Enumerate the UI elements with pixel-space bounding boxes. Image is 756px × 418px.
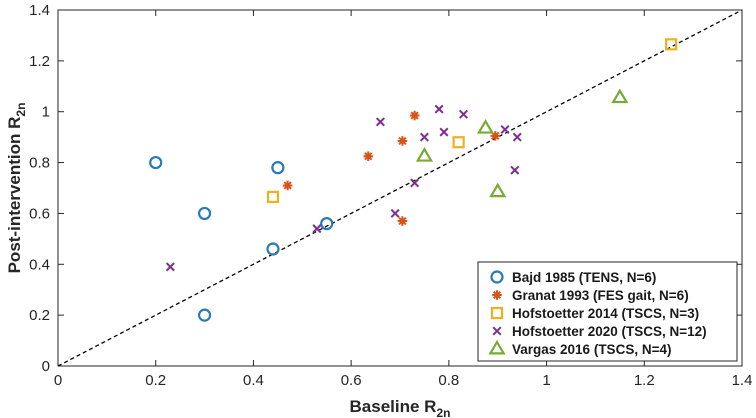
data-marks-layer [149, 38, 678, 322]
data-point-asterisk [363, 151, 374, 162]
data-point-x [434, 104, 444, 114]
axes-box [57, 9, 743, 367]
data-point-circle [149, 155, 163, 170]
legend: Bajd 1985 (TENS, N=6) Granat 1993 (FES g… [477, 261, 738, 362]
legend-marker-triangle [488, 339, 506, 355]
data-point-square [452, 136, 465, 149]
y-tick-label: 1.4 [29, 2, 50, 19]
x-tick-label: 1.4 [732, 372, 753, 389]
data-point-triangle [415, 147, 433, 162]
y-tick-label: 0.4 [29, 256, 50, 273]
x-tick-label: 0.4 [243, 372, 264, 389]
data-point-x [312, 224, 322, 234]
ticks-layer: 0 0.2 0.4 0.6 0.8 1 1.2 1.4 0 0.2 0.4 0.6 0.8 1 1.2 1.4 [29, 2, 752, 389]
legend-label-hofstoetter-2014: Hofstoetter 2014 (TSCS, N=3) [512, 306, 699, 321]
data-point-circle [197, 206, 212, 221]
x-tick-label: 0.2 [145, 372, 166, 389]
x-axis-label-main: Baseline R [350, 397, 437, 416]
identity-reference-line [57, 9, 743, 367]
y-tick-label: 1 [42, 104, 50, 121]
data-point-triangle [489, 182, 507, 198]
x-axis-label: Baseline R2n [350, 397, 451, 418]
legend-label-granat: Granat 1993 (FES gait, N=6) [512, 288, 689, 303]
legend-marker-circle [490, 270, 504, 284]
legend-markers [488, 270, 506, 355]
legend-marker-x [492, 326, 502, 336]
data-point-asterisk [397, 136, 408, 146]
data-point-triangle [476, 119, 495, 134]
data-point-x [439, 127, 449, 137]
data-point-x [390, 208, 400, 218]
legend-label-hofstoetter-2020: Hofstoetter 2020 (TSCS, N=12) [512, 324, 707, 339]
y-tick-label: 0.8 [29, 155, 50, 172]
x-tick-label: 0 [54, 372, 62, 389]
legend-label-bajd: Bajd 1985 (TENS, N=6) [512, 270, 656, 285]
data-point-triangle [611, 88, 629, 104]
data-point-x [510, 165, 520, 175]
y-tick-label: 0 [42, 358, 50, 375]
data-point-asterisk [397, 216, 408, 226]
data-point-circle [320, 217, 334, 231]
legend-marker-asterisk [492, 290, 502, 300]
data-point-circle [271, 161, 285, 175]
data-point-asterisk [409, 110, 420, 121]
data-point-circle [197, 308, 212, 322]
x-tick-label: 1 [542, 372, 550, 389]
data-point-circle [266, 242, 280, 256]
y-tick-label: 0.6 [29, 205, 50, 222]
data-point-asterisk [282, 180, 293, 191]
x-axis-label-subscript: 2n [436, 406, 450, 418]
x-tick-label: 0.8 [438, 372, 459, 389]
y-axis-label: Post-intervention R2n [5, 103, 28, 274]
x-tick-label: 0.6 [341, 372, 362, 389]
data-point-x [459, 109, 469, 119]
data-point-x [410, 178, 420, 188]
data-point-asterisk [490, 131, 501, 141]
legend-label-vargas: Vargas 2016 (TSCS, N=4) [512, 342, 671, 357]
data-point-square [665, 38, 678, 51]
data-point-x [512, 132, 522, 142]
legend-marker-square [490, 306, 504, 320]
data-point-x [375, 117, 385, 127]
data-point-x [500, 125, 510, 135]
y-tick-label: 0.2 [29, 307, 50, 324]
data-point-square [266, 190, 280, 203]
x-tick-label: 1.2 [634, 372, 655, 389]
reference-line-layer [57, 9, 743, 367]
data-point-x [419, 132, 429, 142]
y-axis-label-subscript: 2n [14, 103, 28, 117]
legend-box [477, 261, 738, 362]
y-tick-label: 1.2 [29, 53, 50, 70]
y-axis-label-main: Post-intervention R [5, 117, 24, 274]
data-point-x [165, 262, 175, 272]
